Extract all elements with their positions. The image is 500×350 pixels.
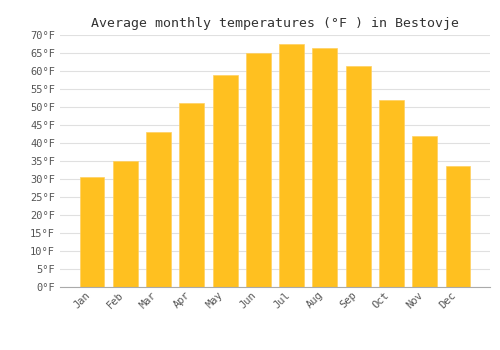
Bar <box>180 103 204 287</box>
Bar <box>312 48 338 287</box>
Bar <box>279 44 304 287</box>
Bar <box>146 132 171 287</box>
Bar <box>246 53 271 287</box>
Bar <box>80 177 104 287</box>
Bar <box>346 65 370 287</box>
Bar <box>212 75 238 287</box>
Bar <box>113 161 138 287</box>
Bar <box>412 136 437 287</box>
Title: Average monthly temperatures (°F ) in Bestovje: Average monthly temperatures (°F ) in Be… <box>91 17 459 30</box>
Bar <box>379 100 404 287</box>
Bar <box>446 166 470 287</box>
